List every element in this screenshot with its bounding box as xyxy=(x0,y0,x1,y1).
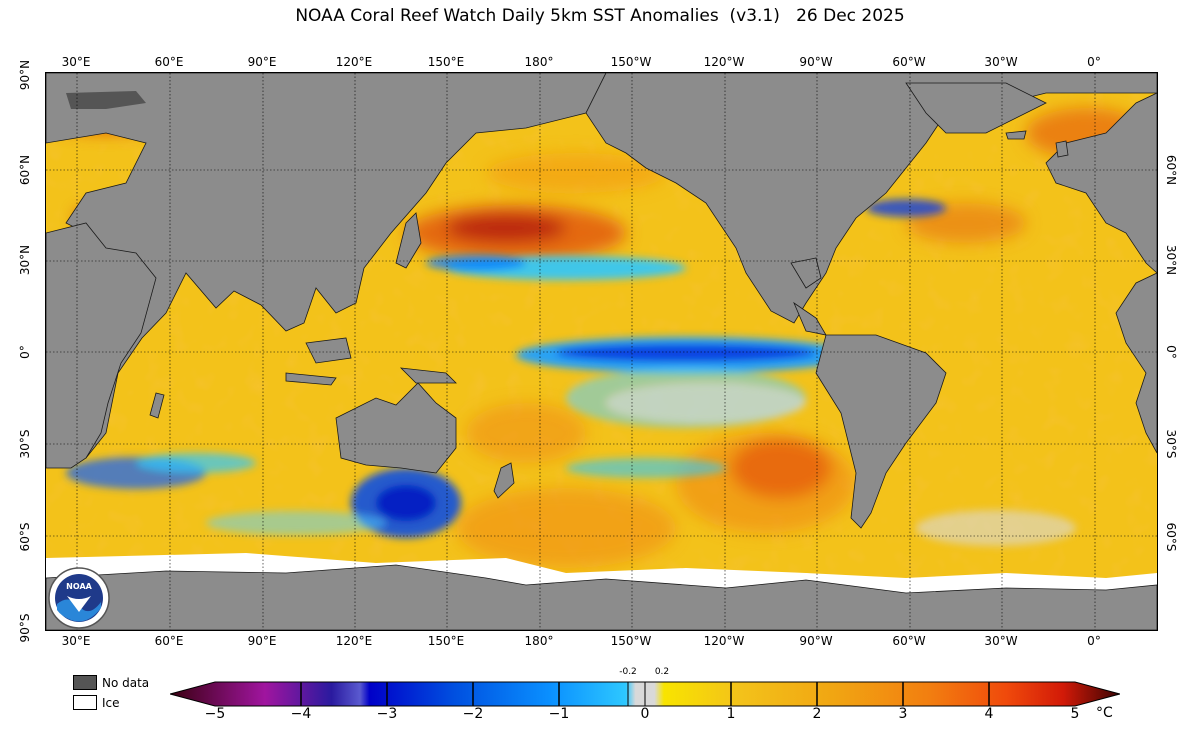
land-masses xyxy=(46,73,1157,630)
lat-tick-left: 90°S xyxy=(18,613,32,643)
lat-tick-left: 0° xyxy=(18,345,32,359)
colorbar-unit: °C xyxy=(1096,705,1113,721)
lon-tick-top: 120°E xyxy=(335,55,373,69)
cool-anomaly-patches xyxy=(66,199,1076,546)
lon-tick-top: 90°W xyxy=(799,55,833,69)
lon-tick-top: 150°W xyxy=(610,55,652,69)
lon-tick-bottom: 90°E xyxy=(247,634,277,648)
lat-tick-left: 30°N xyxy=(18,244,32,276)
lon-tick-bottom: 150°E xyxy=(427,634,465,648)
lon-tick-bottom: 180° xyxy=(524,634,554,648)
lon-tick-bottom: 30°W xyxy=(984,634,1018,648)
colorbar-tick-label: 2 xyxy=(812,706,822,722)
colorbar-tick-label: −3 xyxy=(376,706,398,722)
legend-no-data: No data xyxy=(73,675,149,690)
lon-tick-bottom: 60°W xyxy=(892,634,926,648)
colorbar-tick-label: 3 xyxy=(898,706,908,722)
lat-tick-right: 30°S xyxy=(1164,429,1178,459)
lat-tick-left: 60°S xyxy=(18,522,32,552)
lon-tick-bottom: 120°E xyxy=(335,634,373,648)
colorbar-tick-label: 0 xyxy=(640,706,650,722)
lon-tick-bottom: 60°E xyxy=(154,634,184,648)
lat-tick-right: 30°N xyxy=(1164,244,1178,276)
noaa-logo-text: NOAA xyxy=(66,582,92,591)
colorbar-ticks xyxy=(300,682,990,706)
colorbar-tick-label: 4 xyxy=(984,706,994,722)
lat-tick-right: 60°N xyxy=(1164,154,1178,186)
ice-swatch xyxy=(73,695,97,710)
lon-tick-bottom: 30°E xyxy=(61,634,91,648)
sst-anomaly-map: NOAA xyxy=(45,72,1158,631)
colorbar-tick-label: −4 xyxy=(290,706,312,722)
ice-label: Ice xyxy=(102,695,120,710)
lon-tick-top: 30°E xyxy=(61,55,91,69)
lon-tick-top: 0° xyxy=(1087,55,1101,69)
lon-tick-top: 180° xyxy=(524,55,554,69)
no-data-label: No data xyxy=(102,675,150,690)
legend-ice: Ice xyxy=(73,695,120,710)
colorbar-tick-label: −2 xyxy=(462,706,484,722)
noaa-logo: NOAA xyxy=(48,567,110,629)
lon-tick-top: 90°E xyxy=(247,55,277,69)
no-data-swatch xyxy=(73,675,97,690)
lat-tick-left: 30°S xyxy=(18,429,32,459)
lat-tick-left: 60°N xyxy=(18,154,32,186)
lon-tick-top: 150°E xyxy=(427,55,465,69)
lon-tick-top: 120°W xyxy=(703,55,745,69)
colorbar-tick-label: 5 xyxy=(1070,706,1080,722)
lon-tick-bottom: 0° xyxy=(1087,634,1101,648)
lon-tick-bottom: 90°W xyxy=(799,634,833,648)
colorbar-tick-label: −1 xyxy=(548,706,570,722)
colorbar-tick-label: −5 xyxy=(204,706,226,722)
no-data-areas xyxy=(66,91,146,109)
colorbar xyxy=(170,681,1120,707)
lon-tick-top: 30°W xyxy=(984,55,1018,69)
lon-tick-bottom: 120°W xyxy=(703,634,745,648)
lon-tick-top: 60°E xyxy=(154,55,184,69)
colorbar-label-pos02: 0.2 xyxy=(654,667,670,677)
lat-tick-left: 90°N xyxy=(18,59,32,91)
colorbar-tick-label: 1 xyxy=(726,706,736,722)
lat-tick-right: 60°S xyxy=(1164,522,1178,552)
lat-tick-right: 0° xyxy=(1164,345,1178,359)
lon-tick-top: 60°W xyxy=(892,55,926,69)
map-canvas: NOAA xyxy=(46,73,1157,630)
lon-tick-bottom: 150°W xyxy=(610,634,652,648)
map-title: NOAA Coral Reef Watch Daily 5km SST Anom… xyxy=(295,6,905,26)
colorbar-label-neg02: -0.2 xyxy=(619,667,637,677)
